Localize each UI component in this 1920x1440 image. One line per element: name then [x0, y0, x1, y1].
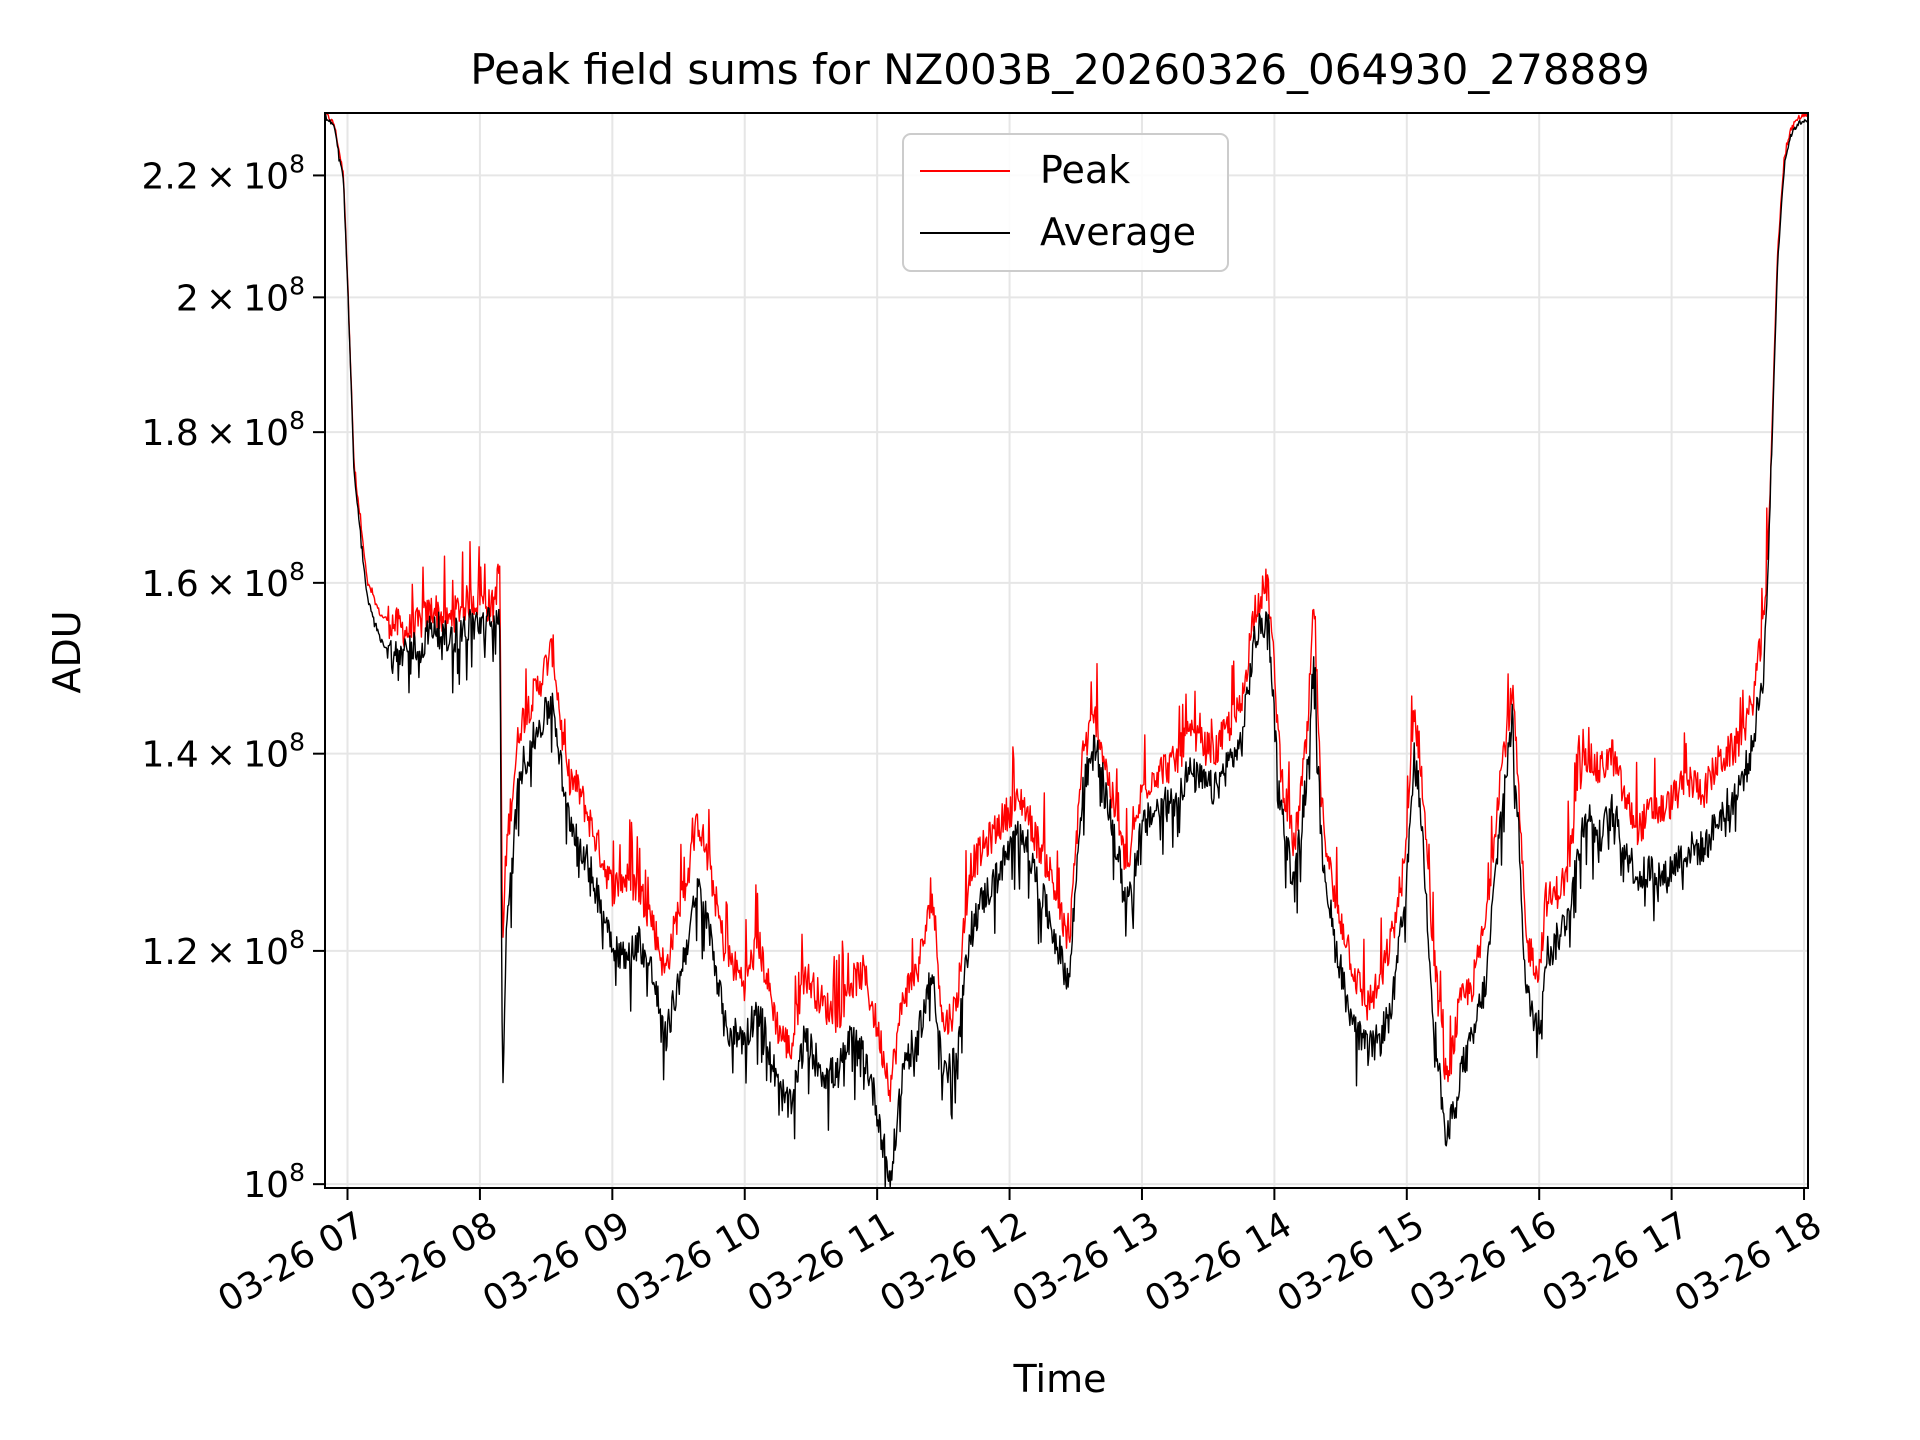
- y-tick-label: 2.2 × 108: [141, 149, 305, 197]
- y-tick-label: 108: [243, 1158, 305, 1206]
- y-tick-label: 1.2 × 108: [141, 925, 305, 973]
- series-layer: [324, 112, 1809, 1188]
- series-line-average: [324, 114, 1809, 1188]
- y-tick-label: 1.8 × 108: [141, 406, 305, 454]
- y-tick-label: 1.4 × 108: [141, 728, 305, 776]
- plot-frame: [324, 112, 1809, 1189]
- x-axis-label: Time: [1013, 1357, 1107, 1401]
- y-tick-label: 1.6 × 108: [141, 557, 305, 605]
- y-tick-label: 2 × 108: [176, 271, 305, 319]
- series-line-peak: [324, 112, 1809, 1103]
- y-axis-label: ADU: [45, 610, 89, 693]
- legend-box: [902, 133, 1229, 272]
- legend: Peak Average: [902, 133, 1229, 272]
- y-axis: 108 1.2 × 108 1.4 × 108 1.6 × 108 1.8 × 108 2…: [141, 149, 325, 1206]
- chart-title: Peak field sums for NZ003B_20260326_0649…: [470, 45, 1649, 94]
- legend-label-peak: Peak: [1040, 148, 1130, 192]
- gridlines: [325, 113, 1808, 1188]
- legend-label-average: Average: [1040, 210, 1196, 254]
